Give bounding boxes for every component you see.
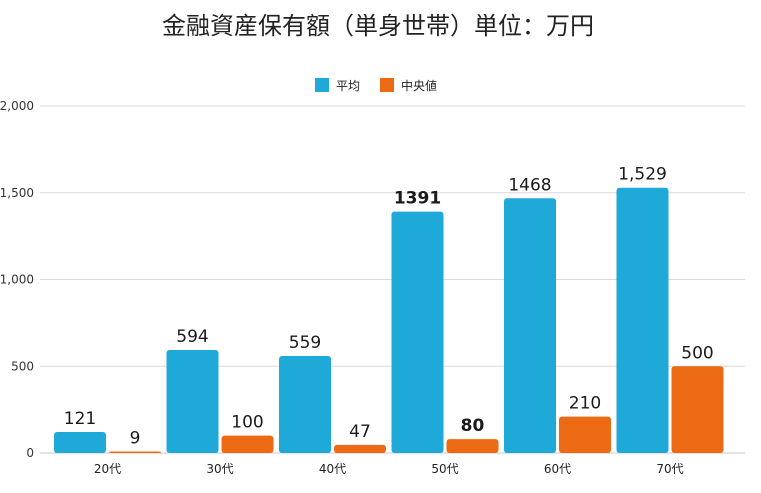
x-category-label: 20代	[94, 462, 121, 476]
y-tick-label: 2,000	[0, 99, 34, 113]
y-tick-label: 1,000	[0, 273, 34, 287]
data-labels: 121 9 594 100 559 47 1391 80 1468 210 1,529 500	[64, 165, 714, 449]
bar-median-3	[446, 439, 499, 453]
x-category-label: 60代	[544, 462, 571, 476]
data-label-median-3: 80	[461, 416, 485, 436]
bar-mean-3	[391, 211, 444, 453]
data-label-mean-0: 121	[64, 409, 96, 429]
x-category-label: 40代	[319, 462, 346, 476]
bar-mean-4	[504, 198, 556, 453]
x-category-label: 70代	[656, 462, 683, 476]
y-tick-label: 1,500	[0, 186, 34, 200]
x-category-label: 30代	[206, 462, 233, 476]
data-label-median-0: 9	[130, 428, 141, 448]
y-tick-label: 500	[11, 359, 34, 373]
legend-label-mean: 平均	[336, 79, 360, 93]
bar-mean-2	[279, 356, 331, 453]
data-label-mean-4: 1468	[508, 175, 551, 195]
bar-mean-1	[166, 349, 219, 453]
y-tick-label: 0	[26, 446, 34, 460]
bar-median-2	[334, 444, 386, 453]
data-label-median-5: 500	[681, 343, 713, 363]
bar-median-1	[221, 435, 274, 453]
data-label-mean-2: 559	[289, 333, 321, 353]
chart-title: 金融資産保有額（単身世帯）単位：万円	[162, 12, 594, 40]
data-label-median-4: 210	[569, 394, 601, 414]
bar-median-0	[109, 451, 161, 453]
data-label-mean-3: 1391	[394, 189, 441, 209]
data-label-median-1: 100	[231, 413, 263, 433]
x-category-label: 50代	[431, 462, 458, 476]
bar-median-5	[671, 366, 724, 453]
y-axis-ticks: 0 500 1,000 1,500 2,000	[0, 99, 34, 460]
bar-mean-0	[54, 432, 106, 453]
legend-swatch-mean	[315, 78, 329, 92]
legend-label-median: 中央値	[401, 78, 437, 93]
legend: 平均 中央値	[315, 78, 437, 93]
x-axis-categories: 20代 30代 40代 50代 60代 70代	[94, 462, 684, 476]
bar-median-4	[559, 416, 611, 453]
data-label-median-2: 47	[349, 422, 371, 442]
bar-mean-5	[616, 187, 669, 453]
data-label-mean-1: 594	[176, 327, 208, 347]
data-label-mean-5: 1,529	[618, 165, 667, 185]
legend-swatch-median	[380, 78, 394, 92]
bars	[54, 187, 724, 453]
